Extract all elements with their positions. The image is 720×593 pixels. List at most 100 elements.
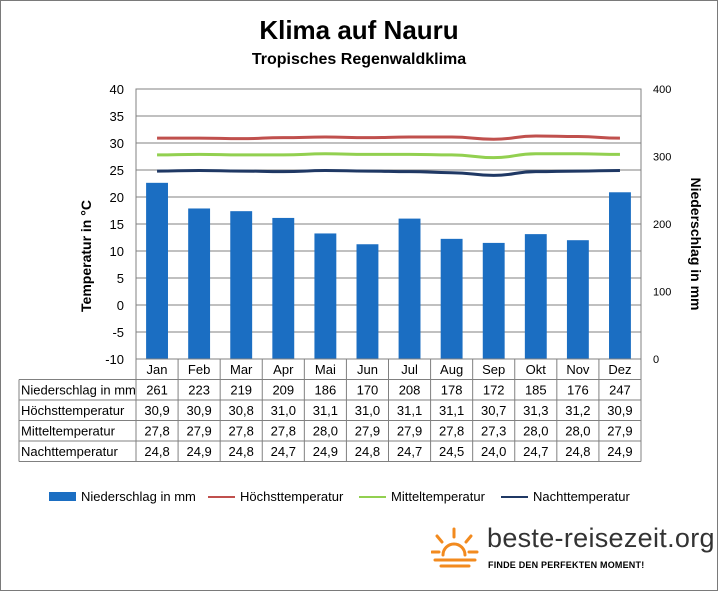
x-tick-label: Jul — [401, 362, 418, 377]
precip-bar — [314, 233, 337, 359]
table-cell-value: 176 — [567, 383, 589, 398]
series-line-night — [157, 169, 620, 177]
table-cell-value: 30,9 — [144, 403, 169, 418]
table-cell-value: 247 — [609, 383, 631, 398]
y-tick-left-label: -5 — [112, 325, 124, 340]
sun-icon — [431, 527, 479, 568]
x-tick-label: Jun — [357, 362, 378, 377]
y-tick-left-label: 25 — [110, 163, 124, 178]
table-cell-value: 209 — [272, 383, 294, 398]
x-tick-label: Sep — [482, 362, 505, 377]
legend-item-precip: Niederschlag in mm — [49, 489, 196, 504]
table-cell-value: 31,2 — [565, 403, 590, 418]
y-tick-left-label: 0 — [117, 298, 124, 313]
table-cell-value: 24,7 — [271, 444, 296, 459]
precip-bar — [398, 218, 421, 359]
table-cell-value: 31,0 — [271, 403, 296, 418]
table-cell-value: 24,5 — [439, 444, 464, 459]
table-cell-value: 208 — [399, 383, 421, 398]
x-tick-label: Okt — [526, 362, 547, 377]
legend-swatch-night — [501, 495, 528, 498]
legend-swatch-high — [208, 495, 235, 498]
table-cell-value: 27,3 — [481, 424, 506, 439]
legend-item-high: Höchsttemperatur — [208, 489, 343, 504]
y-tick-right-label: 400 — [653, 84, 671, 96]
x-tick-label: Mar — [230, 362, 253, 377]
legend-label-high: Höchsttemperatur — [240, 489, 344, 504]
x-tick-label: Dez — [608, 362, 631, 377]
precip-bar — [188, 208, 211, 359]
table-cell-value: 24,8 — [565, 444, 590, 459]
x-tick-label: Feb — [188, 362, 210, 377]
y-tick-right-label: 200 — [653, 219, 671, 231]
precip-bar — [566, 240, 589, 359]
table-cell-value: 24,8 — [229, 444, 254, 459]
precip-bar — [524, 234, 547, 359]
table-cell-value: 30,9 — [607, 403, 632, 418]
legend-item-mean: Mitteltemperatur — [359, 489, 485, 504]
y-tick-left-label: 20 — [110, 190, 124, 205]
brand-tagline: FINDE DEN PERFEKTEN MOMENT! — [488, 560, 645, 570]
table-cell-value: 186 — [315, 383, 337, 398]
table-cell-value: 24,9 — [313, 444, 338, 459]
table-cell-value: 31,1 — [439, 403, 464, 418]
x-tick-label: Apr — [273, 362, 294, 377]
table-cell-value: 27,9 — [186, 424, 211, 439]
series-line-mean — [157, 152, 620, 160]
chart-title: Klima auf Nauru — [259, 15, 459, 45]
legend-item-night: Nachttemperatur — [501, 489, 630, 504]
table-cell-value: 27,9 — [355, 424, 380, 439]
legend-label-night: Nachttemperatur — [533, 489, 630, 504]
brand-logo: beste-reisezeit.org FINDE DEN PERFEKTEN … — [431, 523, 716, 573]
table-cell-value: 24,9 — [186, 444, 211, 459]
table-cell-value: 24,8 — [355, 444, 380, 459]
precip-bar — [440, 238, 463, 359]
table-cell-value: 172 — [483, 383, 505, 398]
table-cell-value: 24,7 — [397, 444, 422, 459]
table-cell-value: 31,1 — [313, 403, 338, 418]
table-cell-value: 261 — [146, 383, 168, 398]
series-line-high — [157, 134, 620, 141]
table-cell-value: 223 — [188, 383, 210, 398]
table-cell-value: 185 — [525, 383, 547, 398]
y-tick-left-label: 15 — [110, 217, 124, 232]
y-tick-right-label: 0 — [653, 354, 659, 366]
legend-label-precip: Niederschlag in mm — [81, 489, 196, 504]
table-cell-value: 170 — [357, 383, 379, 398]
table-row-label: Nachttemperatur — [21, 444, 118, 459]
table-cell-value: 178 — [441, 383, 463, 398]
precip-bar — [272, 217, 295, 359]
x-tick-label: Nov — [566, 362, 590, 377]
x-tick-label: Jan — [147, 362, 168, 377]
precip-bar — [482, 242, 505, 359]
table-cell-value: 30,7 — [481, 403, 506, 418]
legend-swatch-mean — [359, 495, 386, 498]
precip-bar — [230, 211, 253, 359]
y-tick-left-label: 40 — [110, 82, 124, 97]
legend: Niederschlag in mm Höchsttemperatur Mitt… — [1, 489, 717, 507]
table-cell-value: 31,3 — [523, 403, 548, 418]
y-tick-left-label: 30 — [110, 136, 124, 151]
table-cell-value: 24,0 — [481, 444, 506, 459]
brand-site-name: beste-reisezeit.org — [487, 523, 715, 553]
table-cell-value: 24,9 — [607, 444, 632, 459]
table-cell-value: 28,0 — [523, 424, 548, 439]
y-tick-left-label: 10 — [110, 244, 124, 259]
table-cell-value: 31,1 — [397, 403, 422, 418]
table-cell-value: 31,0 — [355, 403, 380, 418]
table-cell-value: 28,0 — [313, 424, 338, 439]
legend-swatch-precip — [49, 492, 76, 501]
table-row-label: Höchsttemperatur — [21, 403, 125, 418]
table-cell-value: 30,9 — [186, 403, 211, 418]
chart-subtitle: Tropisches Regenwaldklima — [251, 51, 467, 68]
y-tick-left-label: -10 — [105, 352, 124, 367]
table-cell-value: 27,8 — [229, 424, 254, 439]
table-cell-value: 24,8 — [144, 444, 169, 459]
y-tick-right-label: 300 — [653, 152, 671, 164]
precip-bar — [356, 244, 379, 359]
x-tick-label: Aug — [440, 362, 463, 377]
table-cell-value: 27,8 — [144, 424, 169, 439]
table-row-label: Niederschlag in mm — [21, 383, 136, 398]
